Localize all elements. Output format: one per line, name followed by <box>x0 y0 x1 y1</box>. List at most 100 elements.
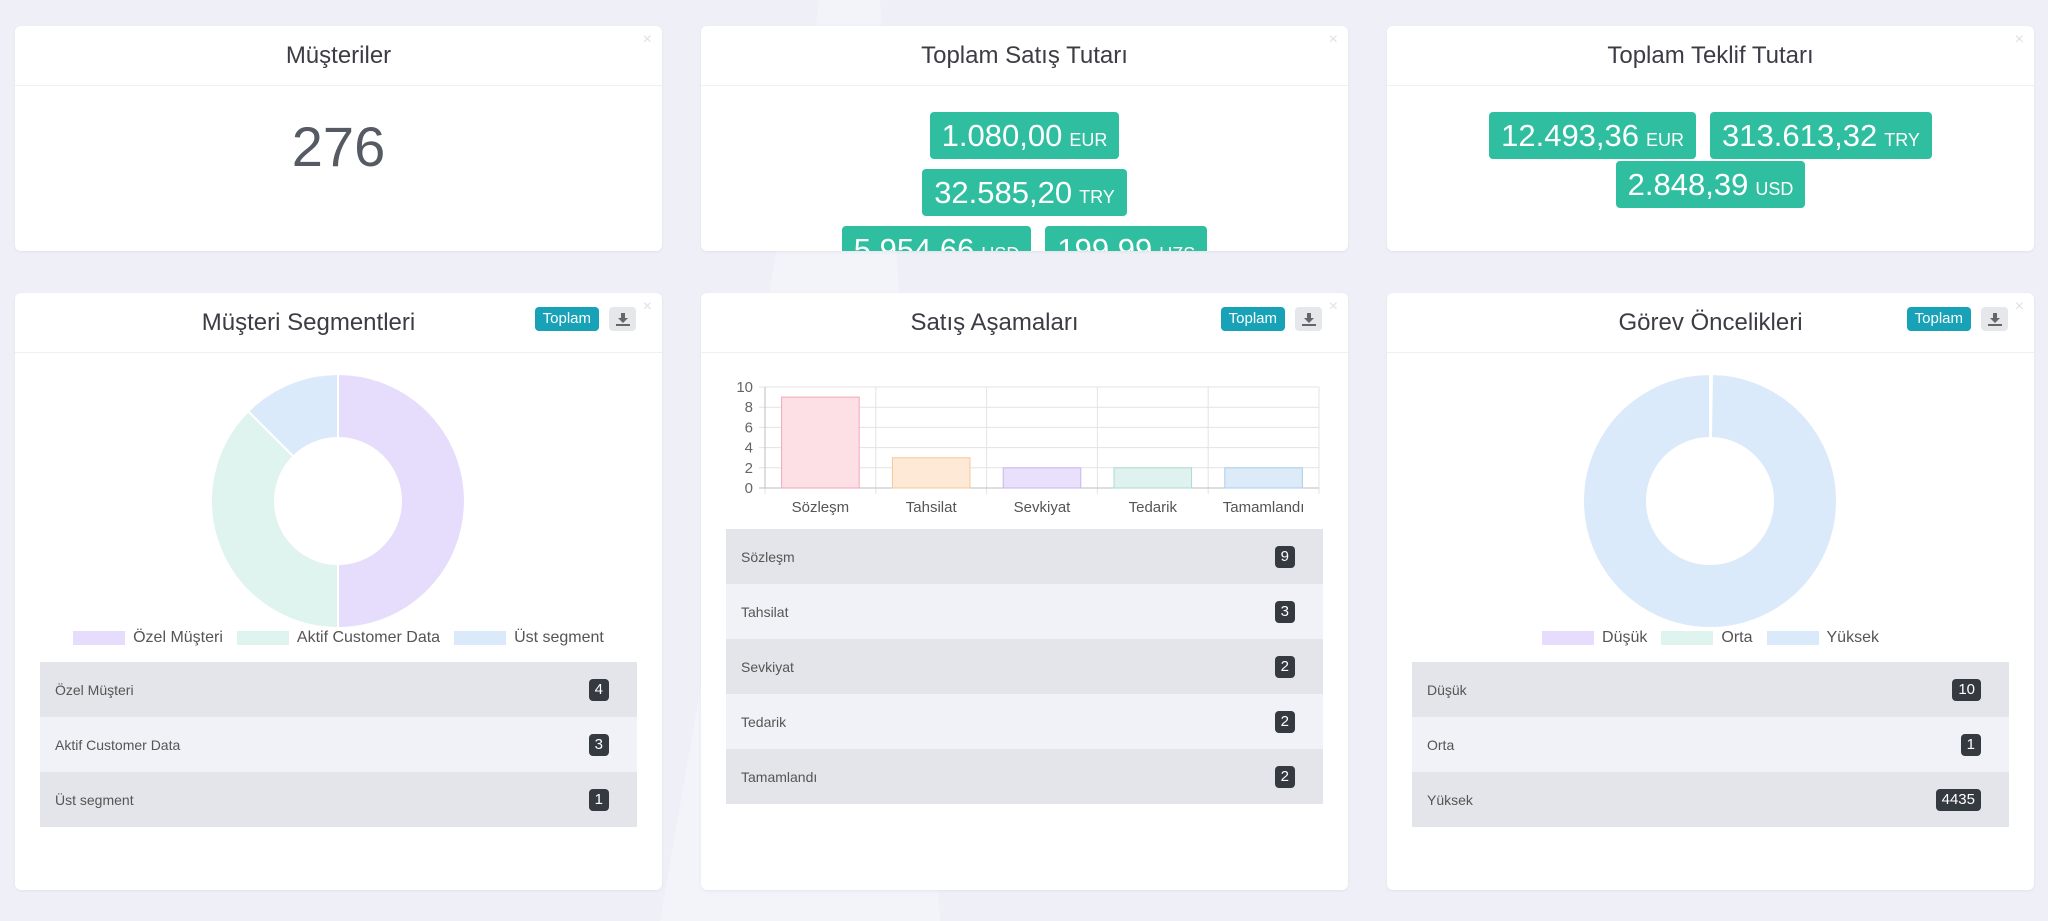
count-badge: 2 <box>1274 765 1295 788</box>
list-item[interactable]: Sevkiyat 2 <box>726 639 1323 694</box>
close-icon[interactable]: × <box>642 298 652 315</box>
amount-currency: TRY <box>1079 187 1115 207</box>
stages-card: × Satış Aşamaları Toplam 0 2 4 6 8 10 Sözleşm T… <box>701 293 1348 890</box>
amount-badge: 313.613,32 TRY <box>1710 112 1932 159</box>
count-badge: 3 <box>1274 600 1295 623</box>
legend-label: Üst segment <box>514 629 604 646</box>
total-button[interactable]: Toplam <box>534 307 599 331</box>
bar[interactable] <box>891 457 971 489</box>
list-item[interactable]: Sözleşm 9 <box>726 529 1323 584</box>
legend-item: Yüksek <box>1766 629 1879 647</box>
bar[interactable] <box>1113 467 1193 489</box>
segments-card-header: Müşteri Segmentleri Toplam <box>15 293 662 353</box>
x-tick-label: Sevkiyat <box>1014 499 1072 516</box>
legend-label: Özel Müşteri <box>133 629 223 646</box>
amount-value: 199,99 <box>1057 232 1153 251</box>
close-icon[interactable]: × <box>2014 298 2024 315</box>
card-title: Görev Öncelikleri <box>1618 308 1803 336</box>
close-icon[interactable]: × <box>2014 31 2024 48</box>
count-badge: 2 <box>1274 710 1295 733</box>
stages-bar-chart: 0 2 4 6 8 10 Sözleşm Tahsilat Sevkiyat Tedarik Tam… <box>736 379 1320 516</box>
priorities-list: Düşük 10 Orta 1 Yüksek 4435 <box>1412 662 2009 827</box>
amount-currency: UZS <box>1159 235 1195 251</box>
amount-badge: 2.848,39 USD <box>1615 161 1806 208</box>
legend-item: Orta <box>1661 629 1753 647</box>
card-actions: Toplam <box>1220 307 1322 331</box>
y-tick-label: 0 <box>745 480 753 497</box>
list-item-label: Üst segment <box>55 791 134 808</box>
count-badge: 2 <box>1274 655 1295 678</box>
legend-label: Yüksek <box>1826 629 1879 646</box>
legend-swatch <box>1542 631 1595 645</box>
list-item[interactable]: Yüksek 4435 <box>1412 772 2009 827</box>
list-item[interactable]: Tedarik 2 <box>726 694 1323 749</box>
total-button[interactable]: Toplam <box>1906 307 1971 331</box>
priorities-card: × Görev Öncelikleri Toplam Düşük Orta Yü… <box>1387 293 2034 890</box>
legend-label: Düşük <box>1602 629 1648 646</box>
count-badge: 1 <box>1960 733 1981 756</box>
list-item[interactable]: Tahsilat 3 <box>726 584 1323 639</box>
list-item-label: Tahsilat <box>741 603 789 620</box>
donut-slice[interactable] <box>246 372 339 458</box>
list-item[interactable]: Orta 1 <box>1412 717 2009 772</box>
amount-badge: 199,99 UZS <box>1045 226 1208 251</box>
legend-swatch <box>236 631 289 645</box>
x-tick-label: Tedarik <box>1129 499 1178 516</box>
offer-total-card-header: Toplam Teklif Tutarı <box>1387 26 2034 86</box>
legend-item: Özel Müşteri <box>73 629 223 647</box>
amount-currency: TRY <box>1884 130 1920 150</box>
download-button[interactable] <box>1981 307 2008 331</box>
card-title: Toplam Teklif Tutarı <box>1607 41 1814 69</box>
list-item[interactable]: Aktif Customer Data 3 <box>40 717 637 772</box>
amount-badge: 12.493,36 EUR <box>1489 112 1697 159</box>
count-badge: 1 <box>588 788 609 811</box>
list-item-label: Aktif Customer Data <box>55 736 181 753</box>
card-title: Toplam Satış Tutarı <box>921 41 1128 69</box>
donut-slice[interactable] <box>1582 372 1838 628</box>
bar[interactable] <box>1224 467 1303 489</box>
donut-slice[interactable] <box>337 372 466 628</box>
list-item-label: Düşük <box>1427 681 1467 698</box>
legend-item: Düşük <box>1542 629 1647 647</box>
amount-currency: EUR <box>1069 130 1108 150</box>
bar[interactable] <box>781 396 860 489</box>
total-button[interactable]: Toplam <box>1220 307 1285 331</box>
list-item[interactable]: Tamamlandı 2 <box>726 749 1323 804</box>
offer-amounts: 12.493,36 EUR 313.613,32 TRY 2.848,39 USD <box>1387 112 2034 208</box>
download-icon <box>1301 312 1316 326</box>
download-button[interactable] <box>609 307 636 331</box>
list-item-label: Tamamlandı <box>741 768 818 785</box>
bar[interactable] <box>1002 467 1082 489</box>
list-item[interactable]: Özel Müşteri 4 <box>40 662 637 717</box>
amount-value: 32.585,20 <box>934 175 1073 210</box>
amount-value: 313.613,32 <box>1722 118 1878 153</box>
donut-slice[interactable] <box>210 409 339 628</box>
close-icon[interactable]: × <box>642 31 652 48</box>
sales-total-card: × Toplam Satış Tutarı 1.080,00 EUR 32.585… <box>701 26 1348 251</box>
list-item[interactable]: Üst segment 1 <box>40 772 637 827</box>
priorities-donut-chart <box>1582 372 1838 628</box>
legend-label: Aktif Customer Data <box>296 629 441 646</box>
amount-badge: 32.585,20 TRY <box>922 169 1127 216</box>
legend-item: Üst segment <box>454 629 604 647</box>
download-button[interactable] <box>1295 307 1322 331</box>
close-icon[interactable]: × <box>1328 31 1338 48</box>
priorities-legend: Düşük Orta Yüksek <box>1387 626 2034 650</box>
segments-list: Özel Müşteri 4 Aktif Customer Data 3 Üst s… <box>40 662 637 827</box>
close-icon[interactable]: × <box>1328 298 1338 315</box>
amount-currency: EUR <box>1646 130 1685 150</box>
amount-value: 5.954,66 <box>853 232 975 251</box>
amount-badge: 5.954,66 USD <box>841 226 1032 251</box>
segments-legend: Özel Müşteri Aktif Customer Data Üst seg… <box>15 626 662 650</box>
segments-card: × Müşteri Segmentleri Toplam Özel Müşter… <box>15 293 662 890</box>
card-title: Müşteri Segmentleri <box>201 308 416 336</box>
legend-swatch <box>73 631 126 645</box>
legend-swatch <box>454 631 507 645</box>
list-item[interactable]: Düşük 10 <box>1412 662 2009 717</box>
stages-list: Sözleşm 9 Tahsilat 3 Sevkiyat 2 Tedarik 2 Ta… <box>726 529 1323 804</box>
stages-card-header: Satış Aşamaları Toplam <box>701 293 1348 353</box>
segments-donut-chart <box>210 372 466 628</box>
x-tick-label: Tahsilat <box>906 499 958 516</box>
amount-value: 12.493,36 <box>1501 118 1640 153</box>
y-tick-label: 8 <box>745 399 753 416</box>
